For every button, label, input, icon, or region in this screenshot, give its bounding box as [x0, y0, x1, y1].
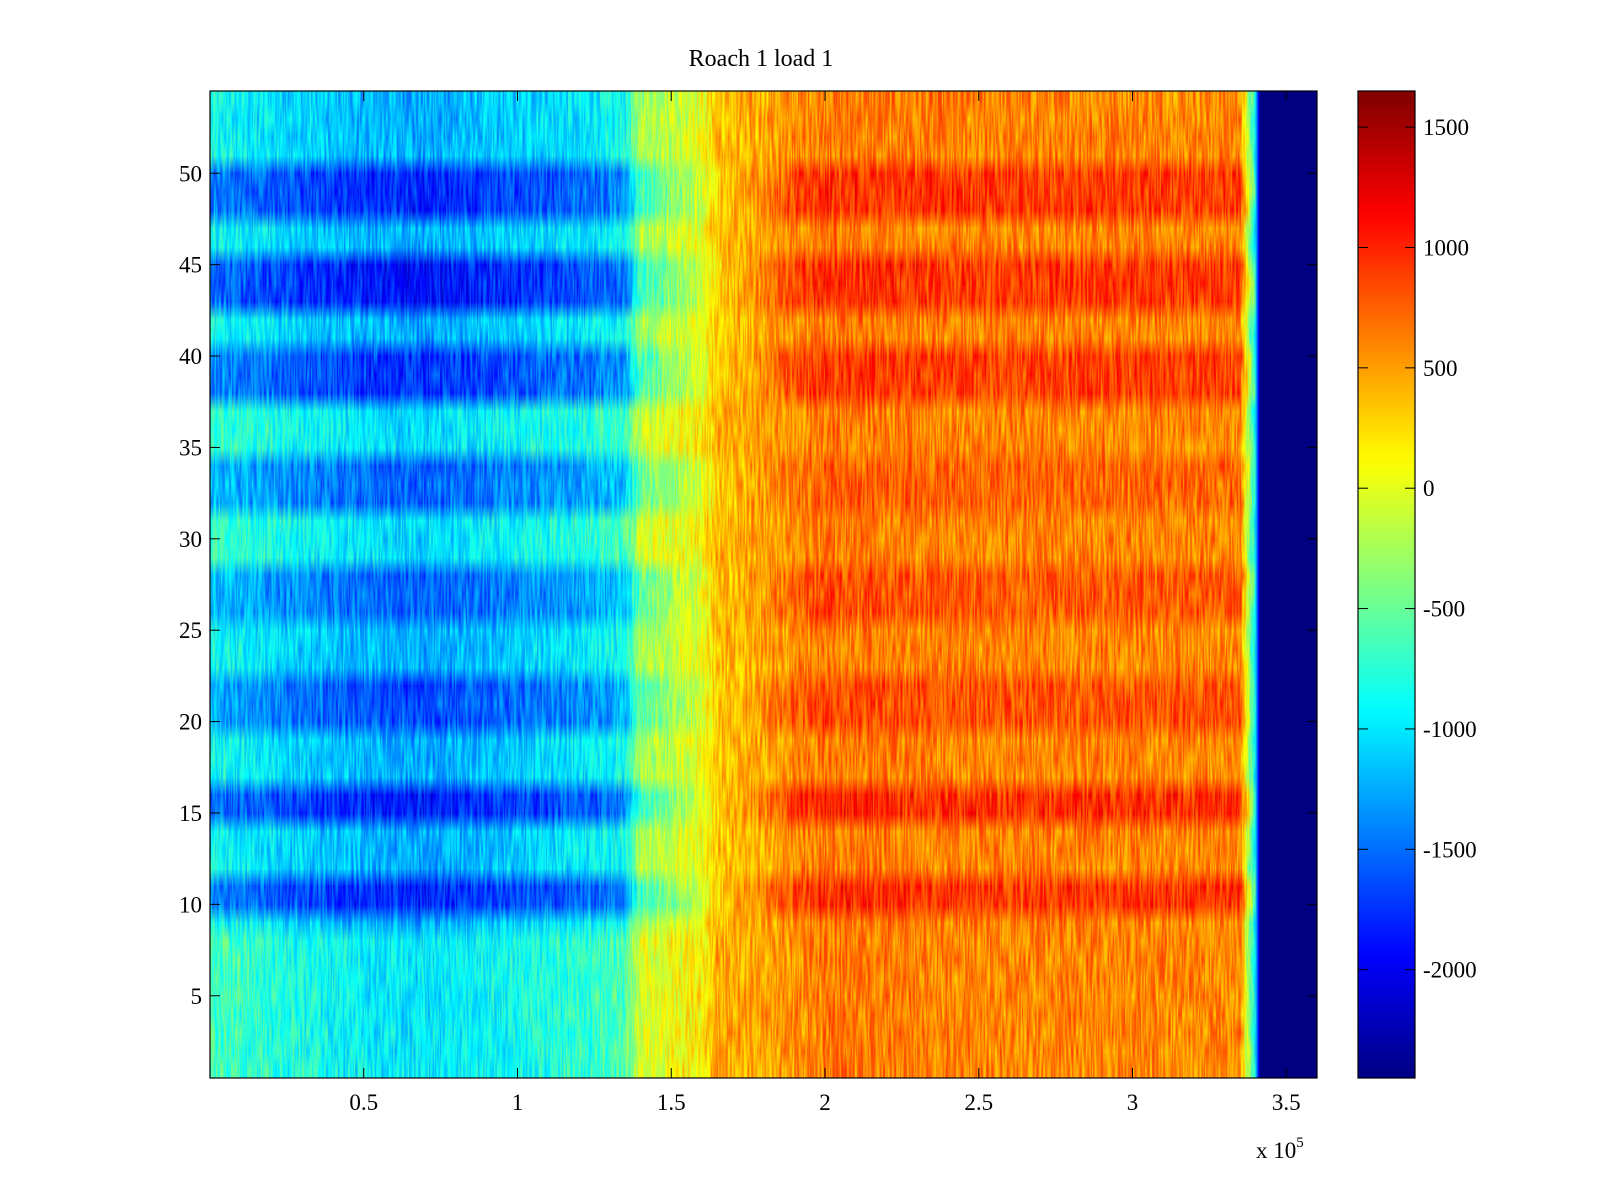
x-tick-label: 1 [512, 1090, 524, 1115]
y-tick-label: 45 [179, 253, 202, 278]
y-tick-label: 50 [179, 161, 202, 186]
x-multiplier-exponent: 5 [1296, 1135, 1304, 1151]
colorbar [1358, 91, 1415, 1078]
colorbar-ticks: 1500 1000 500 0 -500 -1000 -1500 -2000 [1358, 115, 1477, 983]
colorbar-tick-label: -2000 [1423, 958, 1477, 983]
colorbar-tick-label: 1500 [1423, 115, 1469, 140]
x-tick-label: 2.5 [964, 1090, 993, 1115]
chart-title: Roach 1 load 1 [689, 46, 834, 72]
y-tick-label: 35 [179, 435, 202, 460]
y-tick-label: 25 [179, 618, 202, 643]
y-tick-label: 30 [179, 527, 202, 552]
y-tick-label: 20 [179, 710, 202, 735]
y-axis-ticks: 5 10 15 20 25 30 35 40 45 50 [179, 161, 1317, 1009]
colorbar-gradient [1358, 91, 1415, 1078]
y-tick-label: 10 [179, 892, 202, 917]
colorbar-tick-label: 1000 [1423, 235, 1469, 260]
colorbar-tick-label: -500 [1423, 597, 1465, 622]
x-tick-label: 3.5 [1272, 1090, 1301, 1115]
y-tick-label: 5 [191, 984, 203, 1009]
x-multiplier-label: x 105 [1256, 1135, 1304, 1163]
x-tick-label: 3 [1127, 1090, 1139, 1115]
x-tick-label: 2 [819, 1090, 831, 1115]
y-tick-label: 15 [179, 801, 202, 826]
colorbar-tick-label: 0 [1423, 476, 1435, 501]
x-multiplier-base: x 10 [1256, 1138, 1296, 1163]
colorbar-tick-label: -1000 [1423, 717, 1477, 742]
colorbar-box [1357, 90, 1416, 1079]
x-tick-label: 1.5 [657, 1090, 686, 1115]
plot-axes-box [209, 90, 1318, 1079]
colorbar-tick-label: 500 [1423, 356, 1458, 381]
x-axis-ticks: 0.5 1 1.5 2 2.5 3 3.5 [349, 91, 1301, 1115]
x-tick-label: 0.5 [349, 1090, 378, 1115]
colorbar-tick-label: -1500 [1423, 837, 1477, 862]
heatmap-image [210, 91, 1317, 1078]
heatmap [210, 91, 1317, 1078]
y-tick-label: 40 [179, 344, 202, 369]
